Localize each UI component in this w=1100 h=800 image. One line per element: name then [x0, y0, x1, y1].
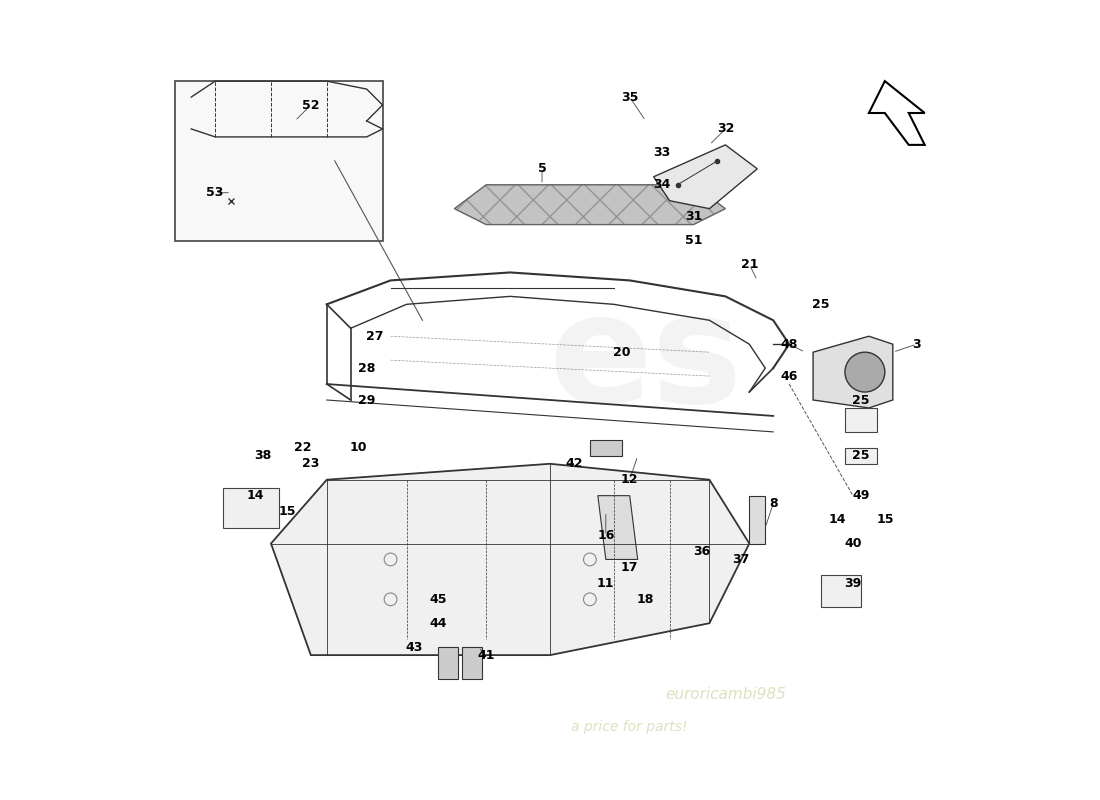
Text: euroricambi985: euroricambi985	[666, 687, 785, 702]
Text: 22: 22	[294, 442, 311, 454]
Text: 25: 25	[852, 394, 870, 406]
Text: 3: 3	[912, 338, 921, 350]
Text: 45: 45	[430, 593, 447, 606]
Text: a price for parts!: a price for parts!	[571, 720, 688, 734]
Polygon shape	[869, 81, 925, 145]
Text: 27: 27	[366, 330, 384, 342]
Text: 52: 52	[302, 98, 320, 111]
Text: 51: 51	[684, 234, 702, 247]
Text: 43: 43	[406, 641, 424, 654]
Text: 34: 34	[653, 178, 670, 191]
Text: 49: 49	[852, 489, 870, 502]
Text: 28: 28	[358, 362, 375, 374]
Text: 5: 5	[538, 162, 547, 175]
Text: 18: 18	[637, 593, 654, 606]
Polygon shape	[653, 145, 757, 209]
FancyBboxPatch shape	[590, 440, 621, 456]
Text: 40: 40	[844, 537, 861, 550]
Text: 31: 31	[685, 210, 702, 223]
Text: 37: 37	[733, 553, 750, 566]
FancyBboxPatch shape	[439, 647, 459, 679]
Polygon shape	[271, 464, 749, 655]
Polygon shape	[813, 336, 893, 408]
Text: 10: 10	[350, 442, 367, 454]
Text: 15: 15	[278, 505, 296, 518]
Text: 8: 8	[769, 497, 778, 510]
Text: 29: 29	[358, 394, 375, 406]
Text: 14: 14	[828, 513, 846, 526]
FancyBboxPatch shape	[462, 647, 482, 679]
Text: 25: 25	[812, 298, 829, 311]
Text: 44: 44	[430, 617, 447, 630]
Text: 42: 42	[565, 458, 583, 470]
Text: 32: 32	[717, 122, 734, 135]
Polygon shape	[597, 496, 638, 559]
Text: 53: 53	[207, 186, 224, 199]
Text: 36: 36	[693, 545, 711, 558]
FancyBboxPatch shape	[845, 448, 877, 464]
Text: 17: 17	[621, 561, 638, 574]
Text: 48: 48	[781, 338, 798, 350]
FancyBboxPatch shape	[175, 81, 383, 241]
Text: 25: 25	[852, 450, 870, 462]
Circle shape	[845, 352, 884, 392]
Text: 16: 16	[597, 529, 615, 542]
Text: 14: 14	[246, 489, 264, 502]
Text: 15: 15	[876, 513, 893, 526]
Text: 39: 39	[845, 577, 861, 590]
Text: 41: 41	[477, 649, 495, 662]
FancyBboxPatch shape	[845, 408, 877, 432]
Text: 46: 46	[781, 370, 798, 382]
FancyBboxPatch shape	[223, 488, 279, 527]
Text: es: es	[549, 286, 742, 434]
Text: 20: 20	[613, 346, 630, 358]
Text: 21: 21	[740, 258, 758, 271]
Text: 35: 35	[621, 90, 638, 103]
FancyBboxPatch shape	[821, 575, 861, 607]
Polygon shape	[454, 185, 725, 225]
Polygon shape	[749, 496, 766, 543]
Text: 33: 33	[653, 146, 670, 159]
Text: 12: 12	[621, 474, 638, 486]
Text: 38: 38	[254, 450, 272, 462]
Text: 23: 23	[302, 458, 319, 470]
Text: 11: 11	[597, 577, 615, 590]
